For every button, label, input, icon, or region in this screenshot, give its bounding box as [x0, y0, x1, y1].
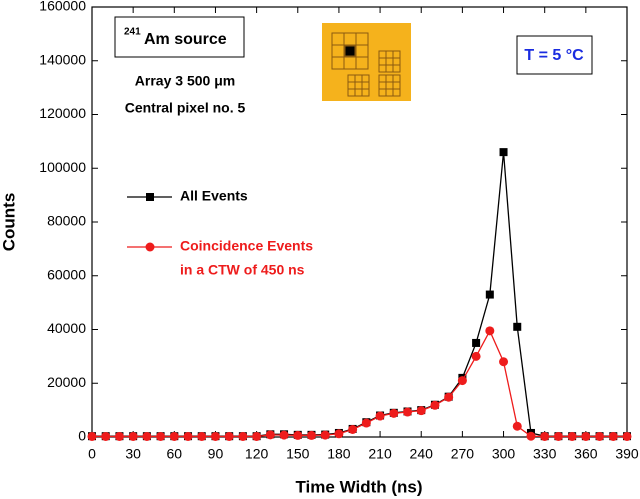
marker [471, 351, 481, 361]
marker [361, 418, 371, 428]
marker [553, 431, 563, 441]
x-tick-label: 60 [167, 446, 183, 462]
temperature-box [516, 35, 593, 75]
marker [334, 429, 344, 439]
marker [169, 431, 179, 441]
y-tick-label: 0 [78, 428, 86, 444]
x-tick-label: 300 [492, 446, 516, 462]
y-tick-label: 160000 [39, 0, 86, 14]
marker [265, 430, 275, 440]
marker [320, 430, 330, 440]
array-label: Array 3 500 μm [135, 73, 235, 89]
marker [430, 400, 440, 410]
y-tick-label: 40000 [47, 320, 86, 336]
marker [622, 431, 632, 441]
y-tick-label: 80000 [47, 213, 86, 229]
marker [416, 406, 426, 416]
x-tick-label: 150 [286, 446, 310, 462]
marker [183, 431, 193, 441]
x-tick-label: 210 [368, 446, 392, 462]
isotope-mass: 241 [124, 27, 141, 38]
x-axis-title: Time Width (ns) [295, 477, 422, 496]
marker [156, 431, 166, 441]
pixel-icon [322, 23, 411, 101]
y-axis-title: Counts [0, 193, 18, 252]
y-tick-label: 20000 [47, 374, 86, 390]
marker [375, 411, 385, 421]
x-tick-label: 30 [125, 446, 141, 462]
marker [142, 431, 152, 441]
marker [403, 407, 413, 417]
x-tick-label: 180 [327, 446, 351, 462]
legend-marker [146, 193, 154, 201]
x-tick-label: 330 [533, 446, 557, 462]
source-label: Am source [144, 31, 227, 48]
marker [114, 431, 124, 441]
marker [485, 290, 494, 299]
marker [101, 431, 111, 441]
marker [210, 431, 220, 441]
marker [87, 431, 97, 441]
marker [279, 430, 289, 440]
marker [595, 431, 605, 441]
y-tick-label: 100000 [39, 159, 86, 175]
y-tick-label: 60000 [47, 266, 86, 282]
marker [457, 376, 467, 386]
pixel-label: Central pixel no. 5 [125, 100, 246, 116]
x-tick-label: 240 [410, 446, 434, 462]
temperature-label: T = 5 °C [524, 47, 584, 64]
marker [252, 431, 262, 441]
x-tick-label: 270 [451, 446, 475, 462]
marker [472, 338, 481, 347]
marker [224, 431, 234, 441]
marker [197, 431, 207, 441]
legend-label: Coincidence Events [180, 238, 313, 254]
legend-label: in a CTW of 450 ns [180, 262, 305, 278]
marker [238, 431, 248, 441]
y-tick-label: 120000 [39, 105, 86, 121]
marker [581, 431, 591, 441]
marker [348, 424, 358, 434]
y-tick-label: 140000 [39, 51, 86, 67]
marker [444, 392, 454, 402]
marker [128, 431, 138, 441]
marker [293, 430, 303, 440]
marker [526, 431, 536, 441]
marker [512, 421, 522, 431]
legend-marker [145, 242, 155, 252]
marker [499, 148, 508, 157]
marker [306, 430, 316, 440]
x-tick-label: 390 [615, 446, 639, 462]
marker [513, 322, 522, 331]
series-line [92, 152, 627, 437]
x-tick-label: 0 [88, 446, 96, 462]
marker [389, 408, 399, 418]
marker [540, 431, 550, 441]
x-tick-label: 360 [574, 446, 598, 462]
marker [608, 431, 618, 441]
source-box [114, 16, 245, 58]
series-line [92, 329, 627, 438]
x-tick-label: 120 [245, 446, 269, 462]
x-tick-label: 90 [208, 446, 224, 462]
marker [567, 431, 577, 441]
marker [499, 357, 509, 367]
marker [485, 326, 495, 336]
legend-label: All Events [180, 188, 248, 204]
